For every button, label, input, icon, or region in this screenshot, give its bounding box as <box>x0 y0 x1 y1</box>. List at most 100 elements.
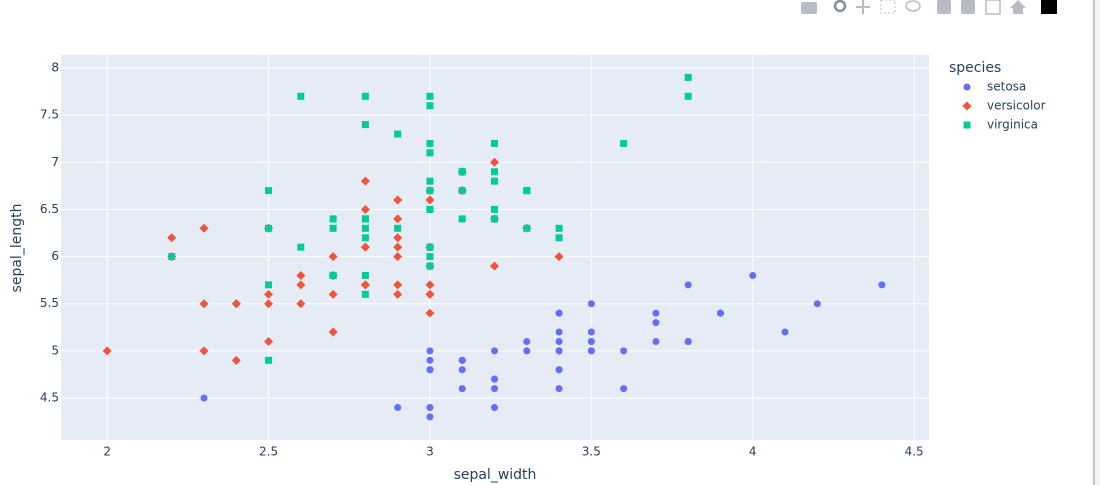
point <box>296 299 306 309</box>
point <box>265 224 273 232</box>
legend-symbol <box>962 101 972 111</box>
point <box>555 328 563 336</box>
point <box>426 262 434 270</box>
point <box>393 252 403 262</box>
point <box>393 280 403 290</box>
select-icon[interactable] <box>880 0 896 14</box>
point <box>394 130 402 138</box>
point <box>425 195 435 205</box>
point <box>426 253 434 261</box>
point <box>458 385 466 393</box>
point <box>393 214 403 224</box>
legend-title: species <box>949 60 1001 76</box>
point <box>878 281 886 289</box>
x-tick-label: 3 <box>426 445 434 459</box>
point <box>491 205 499 213</box>
point <box>555 224 563 232</box>
y-tick-label: 6 <box>51 249 59 263</box>
point <box>265 356 273 364</box>
point <box>361 271 369 279</box>
y-tick-label: 7 <box>51 155 59 169</box>
x-axis-title: sepal_width <box>454 467 537 483</box>
point <box>620 347 628 355</box>
plotly-logo[interactable] <box>1041 0 1057 14</box>
point <box>394 224 402 232</box>
zoom-out-icon[interactable] <box>961 0 975 14</box>
legend-label[interactable]: setosa <box>987 80 1026 94</box>
point <box>231 299 241 309</box>
modebar <box>801 0 1057 15</box>
point <box>491 139 499 147</box>
point <box>329 215 337 223</box>
point <box>297 243 305 251</box>
point <box>393 195 403 205</box>
point <box>490 157 500 167</box>
autoscale-icon[interactable] <box>985 0 1001 15</box>
point <box>264 299 274 309</box>
point <box>555 234 563 242</box>
lasso-icon[interactable] <box>905 0 921 12</box>
x-tick-label: 4.5 <box>905 445 924 459</box>
point <box>458 187 466 195</box>
scrollbar <box>1092 0 1100 485</box>
point <box>329 271 337 279</box>
point <box>425 308 435 318</box>
point <box>426 205 434 213</box>
point <box>523 347 531 355</box>
point <box>328 327 338 337</box>
point <box>199 223 209 233</box>
point <box>167 233 177 243</box>
camera-icon[interactable] <box>801 2 817 14</box>
point <box>426 347 434 355</box>
point <box>491 168 499 176</box>
point <box>491 375 499 383</box>
point <box>361 290 369 298</box>
point <box>297 92 305 100</box>
point <box>360 204 370 214</box>
zoom-icon[interactable] <box>833 0 847 13</box>
point <box>587 328 595 336</box>
x-tick-label: 2 <box>103 445 111 459</box>
point <box>361 92 369 100</box>
point <box>360 176 370 186</box>
point <box>199 299 209 309</box>
x-tick-label: 4 <box>749 445 757 459</box>
point <box>426 356 434 364</box>
point <box>296 270 306 280</box>
legend-label[interactable]: virginica <box>987 118 1038 132</box>
legend-label[interactable]: versicolor <box>987 99 1046 113</box>
point <box>425 289 435 299</box>
point <box>652 337 660 345</box>
x-tick-label: 3.5 <box>582 445 601 459</box>
point <box>393 242 403 252</box>
point <box>328 252 338 262</box>
legend-symbol <box>963 83 971 91</box>
y-tick-label: 6.5 <box>40 202 59 216</box>
point <box>426 243 434 251</box>
point <box>102 346 112 356</box>
point <box>361 224 369 232</box>
point <box>523 337 531 345</box>
point <box>296 280 306 290</box>
point <box>491 403 499 411</box>
point <box>523 187 531 195</box>
pan-icon[interactable] <box>856 0 870 14</box>
point <box>265 281 273 289</box>
point <box>426 177 434 185</box>
zoom-in-icon[interactable] <box>937 0 951 14</box>
point <box>555 337 563 345</box>
point <box>168 253 176 261</box>
point <box>684 92 692 100</box>
point <box>620 139 628 147</box>
y-tick-label: 4.5 <box>40 391 59 405</box>
point <box>491 177 499 185</box>
scrollbar-edge <box>1093 0 1095 485</box>
point <box>426 413 434 421</box>
point <box>426 403 434 411</box>
point <box>555 347 563 355</box>
point <box>425 280 435 290</box>
point <box>426 139 434 147</box>
reset-icon[interactable] <box>1010 0 1026 14</box>
point <box>264 336 274 346</box>
